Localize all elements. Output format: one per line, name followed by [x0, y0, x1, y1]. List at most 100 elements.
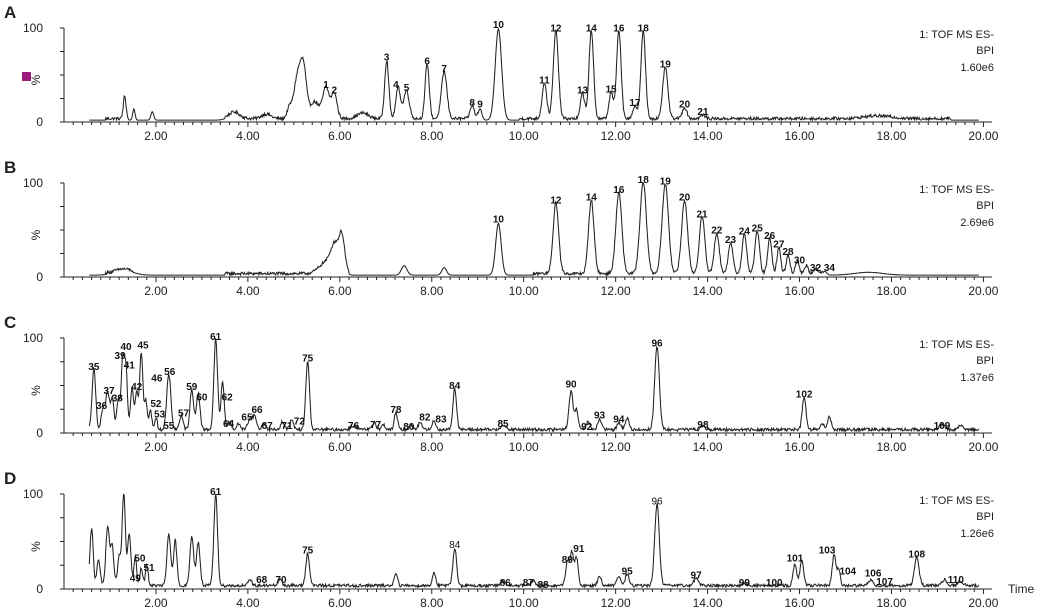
peak-label: 65: [241, 413, 253, 424]
chromatogram-trace: [89, 182, 979, 278]
peak-label: 109: [934, 421, 951, 432]
peak-label: 17: [629, 98, 641, 109]
peak-label: 110: [948, 575, 965, 586]
panel-a: A 0 100% 2.00 4.00 6.00 8.00 10.00 12.00 14.00 16.…: [4, 3, 999, 143]
x-tick-label: 14.00: [693, 596, 723, 610]
mode-label: BPI: [976, 355, 994, 367]
panel-letter: C: [4, 313, 16, 332]
panel-letter: A: [4, 3, 16, 22]
x-tick-label: 6.00: [328, 284, 352, 298]
peak-label: 83: [435, 414, 447, 425]
x-tick-label: 4.00: [236, 440, 260, 454]
mode-label: BPI: [976, 45, 994, 57]
peak-label: 38: [112, 394, 124, 405]
y-tick-label: 100: [23, 176, 43, 190]
peak-label: 70: [275, 575, 287, 586]
x-tick-label: 6.00: [328, 129, 352, 143]
peak-label: 19: [660, 59, 672, 70]
peak-label: 52: [150, 399, 162, 410]
peak-label: 35: [88, 362, 100, 373]
peak-label: 24: [739, 227, 751, 238]
peak-label: 93: [594, 411, 606, 422]
peak-label: 49: [130, 573, 142, 584]
peak-label: 7: [441, 64, 447, 75]
peak-label: 40: [120, 342, 132, 353]
peak-label: 67: [262, 421, 274, 432]
x-tick-label: 12.00: [601, 596, 631, 610]
peak-label: 28: [782, 247, 794, 258]
peak-label: 82: [419, 413, 431, 424]
peak-label: 34: [824, 263, 836, 274]
peak-label: 21: [697, 210, 709, 221]
peak-label: 75: [302, 354, 314, 365]
peak-label: 45: [138, 340, 150, 351]
peak-label: 99: [739, 578, 751, 589]
x-tick-label: 8.00: [420, 129, 444, 143]
peak-label: 86: [500, 578, 512, 589]
peak-label: 36: [96, 401, 108, 412]
peak-label: 10: [493, 214, 505, 225]
peak-label: 101: [787, 553, 804, 564]
x-tick-label: 4.00: [236, 129, 260, 143]
peak-label: 104: [839, 567, 856, 578]
x-tick-label: 6.00: [328, 596, 352, 610]
peak-label: 15: [605, 85, 617, 96]
x-tick-label: 16.00: [785, 440, 815, 454]
peak-label: 75: [302, 546, 314, 557]
y-axis-label: %: [29, 541, 43, 552]
peak-label: 55: [163, 421, 175, 432]
panel-letter: B: [4, 158, 16, 177]
x-tick-label: 8.00: [420, 440, 444, 454]
panel-b: B 0 100% 2.00 4.00 6.00 8.00 10.00 12.00 14.00 16.…: [4, 158, 999, 298]
peak-label: 19: [660, 177, 672, 188]
detector-label: 1: TOF MS ES-: [919, 495, 994, 507]
x-tick-label: 18.00: [876, 284, 906, 298]
peak-label: 21: [697, 107, 709, 118]
peak-label: 3: [384, 53, 390, 64]
peak-label: 64: [223, 419, 235, 430]
x-tick-label: 14.00: [693, 129, 723, 143]
x-tick-label: 18.00: [876, 440, 906, 454]
y-tick-label: 0: [36, 270, 43, 284]
peak-label: 91: [573, 544, 585, 555]
peak-label: 72: [294, 416, 306, 427]
peak-label: 95: [622, 567, 634, 578]
peak-label: 90: [565, 379, 577, 390]
peak-label: 25: [752, 224, 764, 235]
peak-label: 16: [613, 24, 625, 35]
detector-label: 1: TOF MS ES-: [919, 339, 994, 351]
peak-label: 97: [691, 570, 703, 581]
peak-label: 66: [252, 405, 264, 416]
purple-marker-icon: [22, 72, 31, 81]
peak-label: 61: [210, 487, 222, 498]
intensity-scale-label: 1.37e6: [960, 372, 994, 384]
x-tick-label: 10.00: [509, 440, 539, 454]
peak-label: 76: [348, 421, 360, 432]
peak-label: 78: [390, 405, 402, 416]
peak-label: 14: [586, 193, 598, 204]
x-tick-label: 14.00: [693, 284, 723, 298]
peak-label: 89: [562, 555, 574, 566]
peak-label: 62: [222, 393, 234, 404]
peak-label: 56: [164, 367, 176, 378]
peak-label: 53: [154, 410, 166, 421]
x-tick-label: 12.00: [601, 440, 631, 454]
peak-label: 18: [638, 24, 650, 35]
detector-label: 1: TOF MS ES-: [919, 184, 994, 196]
peak-label: 20: [679, 100, 691, 111]
y-tick-label: 100: [23, 331, 43, 345]
peak-label: 9: [477, 100, 483, 111]
x-axis-title: Time: [1008, 582, 1035, 596]
peak-label: 50: [134, 553, 146, 564]
peak-label: 108: [908, 550, 925, 561]
x-tick-label: 6.00: [328, 440, 352, 454]
x-tick-label: 16.00: [785, 284, 815, 298]
peak-label: 68: [256, 575, 268, 586]
peak-label: 1: [323, 80, 329, 91]
x-tick-label: 20.00: [968, 440, 998, 454]
y-tick-label: 0: [36, 426, 43, 440]
intensity-scale-label: 1.60e6: [960, 62, 994, 74]
x-tick-label: 16.00: [785, 129, 815, 143]
y-axis-label: %: [29, 385, 43, 396]
peak-label: 84: [449, 540, 461, 551]
